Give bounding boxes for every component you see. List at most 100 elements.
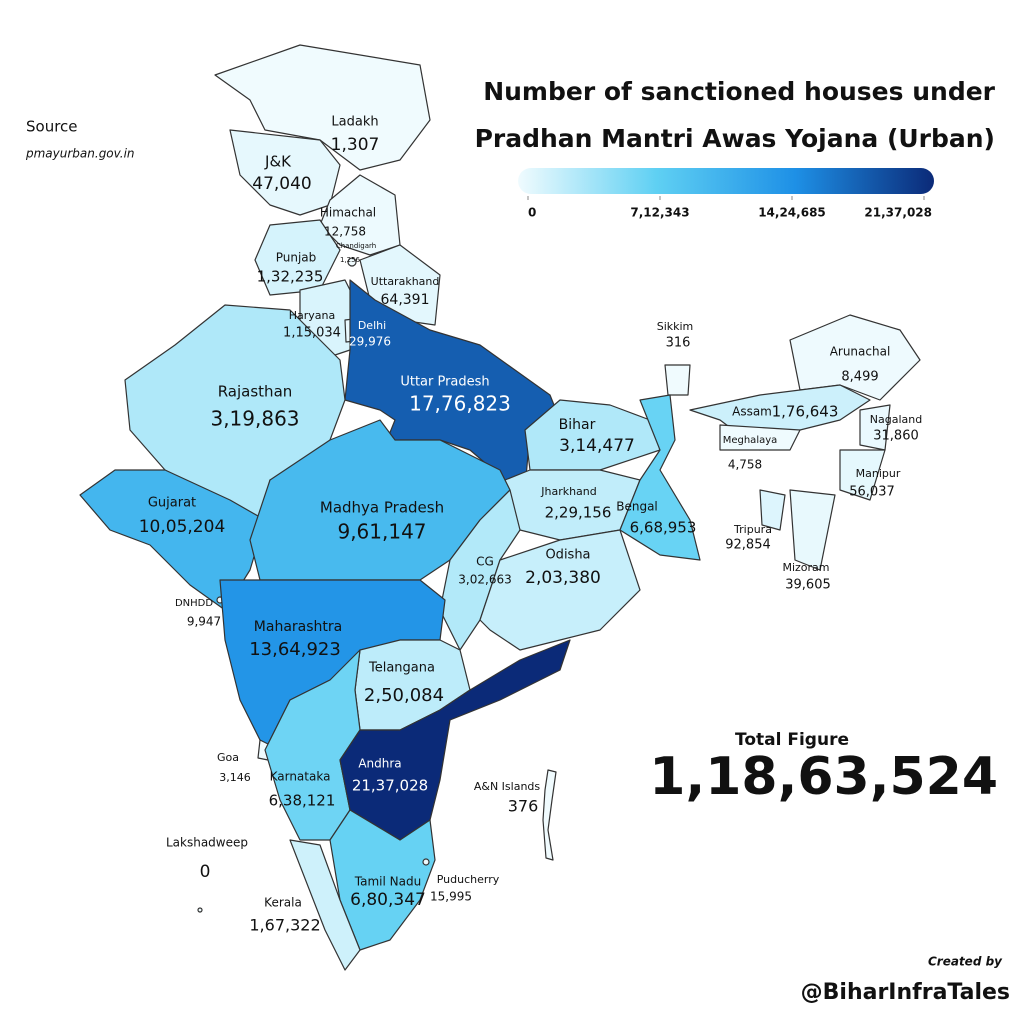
region-value: 6,68,953 xyxy=(630,519,697,537)
total-label: Total Figure xyxy=(735,730,849,750)
region-name: Tamil Nadu xyxy=(354,875,421,889)
region-name: Uttarakhand xyxy=(371,275,440,288)
region-value: 39,605 xyxy=(785,578,831,593)
region-value: 47,040 xyxy=(252,174,311,194)
region-value: 1,76,643 xyxy=(772,403,839,421)
region-name: Lakshadweep xyxy=(166,836,248,850)
region-value: 3,146 xyxy=(219,771,251,784)
region-value: 12,758 xyxy=(324,225,366,239)
region-value: 3,14,477 xyxy=(559,436,635,456)
region-name: Assam xyxy=(732,405,772,419)
region-value: 3,19,863 xyxy=(210,407,299,431)
region-value: 17,76,823 xyxy=(409,392,511,416)
region xyxy=(664,364,691,396)
region-value: 4,758 xyxy=(728,458,762,472)
region-name: Sikkim xyxy=(657,320,694,333)
region-name: Rajasthan xyxy=(218,383,293,401)
region xyxy=(542,769,557,861)
total-value: 1,18,63,524 xyxy=(649,747,998,807)
region-name: Uttar Pradesh xyxy=(400,375,489,390)
region-name: DNHDD xyxy=(175,598,213,609)
region-value: 3,02,663 xyxy=(458,573,511,587)
region xyxy=(759,489,786,531)
region-name: A&N Islands xyxy=(474,780,541,793)
credit-handle: @BiharInfraTales xyxy=(801,980,1010,1005)
region-name: Arunachal xyxy=(830,345,891,359)
region-name: Madhya Pradesh xyxy=(320,499,444,517)
region xyxy=(619,394,701,561)
region-value: 21,37,028 xyxy=(352,777,428,795)
region-value: 1,307 xyxy=(331,135,380,155)
region-name: Goa xyxy=(217,751,239,764)
region-value: 1,15,034 xyxy=(283,326,341,341)
region xyxy=(197,907,203,913)
region-value: 1,32,235 xyxy=(257,268,324,286)
region xyxy=(229,129,341,216)
region-value: 64,391 xyxy=(381,292,430,308)
region-value: 376 xyxy=(508,797,539,816)
region-name: Gujarat xyxy=(148,496,196,511)
region-value: 92,854 xyxy=(725,538,771,553)
color-bar-tick-label: 0 xyxy=(528,206,536,220)
region-name: J&K xyxy=(264,153,292,171)
region-name: Meghalaya xyxy=(723,435,778,446)
region-value: 2,50,084 xyxy=(364,685,444,706)
title-line: Pradhan Mantri Awas Yojana (Urban) xyxy=(475,124,995,153)
region-value: 10,05,204 xyxy=(139,517,226,537)
region-name: Manipur xyxy=(856,467,901,480)
region-name: Delhi xyxy=(358,319,386,332)
color-bar-tick-label: 7,12,343 xyxy=(630,206,689,220)
region-name: Andhra xyxy=(358,757,401,771)
region xyxy=(789,489,836,571)
region xyxy=(719,424,801,451)
color-bar-tick-label: 14,24,685 xyxy=(758,206,826,220)
region-name: Jharkhand xyxy=(540,485,597,498)
region-value: 1,67,322 xyxy=(249,916,320,935)
region-name: Tripura xyxy=(733,523,772,536)
region-name: CG xyxy=(476,555,494,569)
region xyxy=(214,44,431,171)
credit-label: Created by xyxy=(928,955,1003,969)
region-name: Maharashtra xyxy=(254,619,342,635)
region-name: Kerala xyxy=(264,896,302,910)
region-name: Ladakh xyxy=(331,115,378,130)
region-name: Chandigarh xyxy=(336,242,376,250)
region-value: 31,860 xyxy=(873,429,919,444)
region-name: Bengal xyxy=(616,500,658,514)
color-bar xyxy=(518,168,934,194)
map-labels: Ladakh 1,307 J&K 47,040 Himachal 12,758 Chandi… xyxy=(139,115,922,935)
color-bar-tick-label: 21,37,028 xyxy=(864,206,932,220)
region xyxy=(479,529,641,651)
region-name: Himachal xyxy=(320,206,376,220)
color-bar-ticks: 0 7,12,343 14,24,685 21,37,028 xyxy=(527,196,932,220)
region-value: 56,037 xyxy=(849,485,895,500)
source-url: pmayurban.gov.in xyxy=(25,147,135,161)
region-value: 0 xyxy=(200,862,211,882)
region xyxy=(839,449,886,501)
region-value: 9,61,147 xyxy=(337,520,426,544)
region xyxy=(422,858,430,866)
region-name: Punjab xyxy=(276,251,317,265)
region-name: Bihar xyxy=(559,417,596,433)
region-value: 13,64,923 xyxy=(249,639,341,660)
map xyxy=(79,44,921,971)
region-value: 9,947 xyxy=(187,615,221,629)
region-value: 6,80,347 xyxy=(350,890,426,910)
region-name: Nagaland xyxy=(870,413,922,426)
region-value: 6,38,121 xyxy=(269,792,336,810)
region-value: 2,03,380 xyxy=(525,568,601,588)
region xyxy=(344,279,561,491)
region-name: Haryana xyxy=(289,309,336,322)
region-value: 1,256 xyxy=(340,256,361,264)
region-value: 29,976 xyxy=(349,335,391,349)
region-name: Puducherry xyxy=(437,873,500,886)
region-name: Telangana xyxy=(368,661,435,676)
region-name: Mizoram xyxy=(782,561,829,574)
region-name: Odisha xyxy=(545,548,590,563)
source-label: Source xyxy=(26,118,78,136)
region xyxy=(289,839,361,971)
region xyxy=(347,257,357,267)
region-value: 8,499 xyxy=(841,370,878,385)
region xyxy=(79,469,266,611)
